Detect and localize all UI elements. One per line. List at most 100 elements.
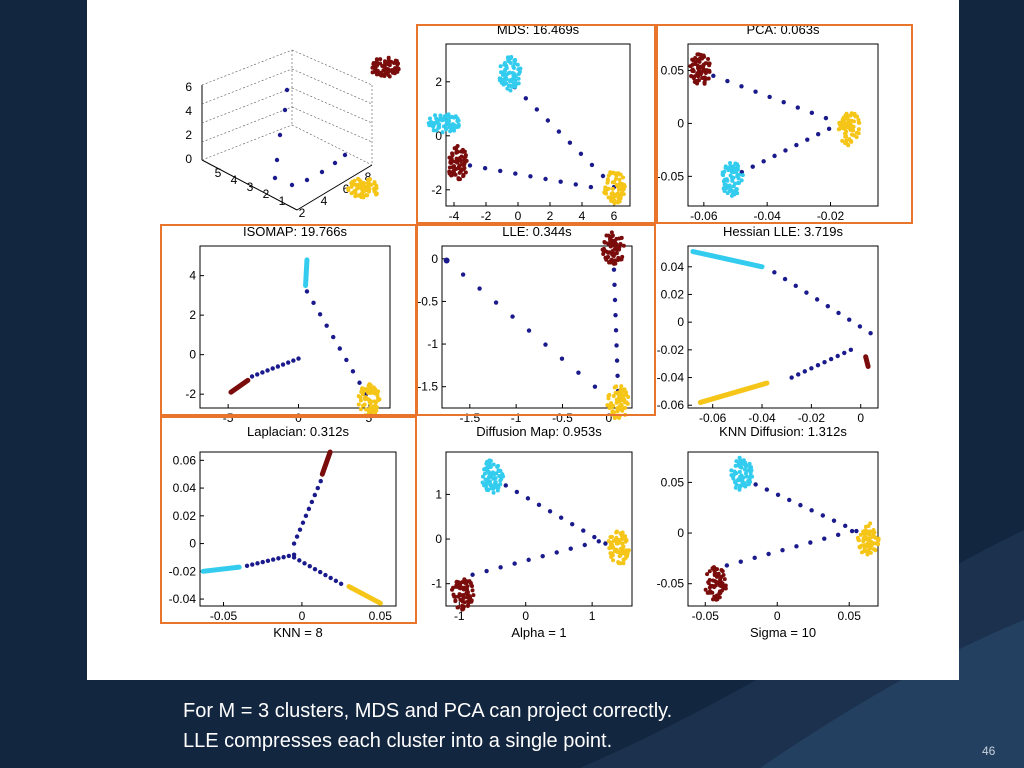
pca-cluster-point xyxy=(856,117,861,122)
lle-path-point xyxy=(615,373,620,378)
original-3d-xtick-label: 6 xyxy=(343,182,350,196)
lle-path-point xyxy=(559,356,565,361)
pca-cluster-point xyxy=(700,76,705,81)
mds-cluster-point xyxy=(455,158,460,163)
mds-cluster-point xyxy=(448,159,453,164)
diffusion-map-ytick-label: 0 xyxy=(435,532,442,546)
mds-cluster-point xyxy=(456,177,461,182)
mds-path-point xyxy=(523,96,529,101)
original-3d-point xyxy=(386,61,391,66)
diffusion-map-cluster-point xyxy=(453,598,458,603)
pca-cluster-point xyxy=(843,116,848,121)
diffusion-map-cluster-point xyxy=(471,593,476,598)
lle-ytick-label: -0.5 xyxy=(417,294,438,308)
knn-diffusion-cluster-point xyxy=(705,572,710,577)
laplacian-path-point xyxy=(338,581,344,587)
isomap-path-point xyxy=(324,323,329,328)
pca-path-point xyxy=(739,84,744,89)
pca-cluster-point xyxy=(704,76,709,81)
mds-path-point xyxy=(558,179,563,184)
lle-xtick-label: 0 xyxy=(605,411,612,425)
mds-cluster-point xyxy=(447,171,452,176)
laplacian-path-point xyxy=(250,562,255,567)
diffusion-map-cluster-point xyxy=(621,557,626,562)
mds-cluster-point xyxy=(616,199,621,204)
lle-title: LLE: 0.344s xyxy=(502,224,572,239)
hessian-lle-ytick-label: 0.04 xyxy=(661,260,685,274)
original-3d-path-point xyxy=(319,169,325,175)
pca-cluster-point xyxy=(727,189,732,194)
knn-diffusion-cluster-point xyxy=(723,586,728,591)
laplacian-xtick-label: 0 xyxy=(299,609,306,623)
mds-cluster-point xyxy=(604,191,609,196)
original-3d-gridline xyxy=(296,164,373,211)
isomap-path-point xyxy=(350,369,356,374)
mds-path-point xyxy=(578,151,584,156)
pca-path-point xyxy=(767,94,772,100)
pca-cluster-point xyxy=(840,138,845,143)
pca-cluster-point xyxy=(698,52,703,57)
mds-cluster-point xyxy=(512,61,517,66)
original-3d-gridline xyxy=(201,87,293,124)
mds-cluster-point xyxy=(461,174,466,179)
knn-diffusion-path-point xyxy=(780,547,785,553)
mds-cluster-point xyxy=(610,186,615,191)
original-3d-point xyxy=(439,117,444,122)
original-3d-point xyxy=(386,55,391,60)
pca-cluster-point xyxy=(696,78,701,83)
mds-cluster-point xyxy=(513,74,518,79)
pca-path-point xyxy=(795,105,800,110)
knn-diffusion-cluster-point xyxy=(722,577,727,582)
pca-cluster-point xyxy=(849,139,854,144)
mds-cluster-point xyxy=(506,57,511,62)
hessian-lle-path-point xyxy=(804,290,809,295)
laplacian-ytick-label: 0.02 xyxy=(173,509,197,523)
pca-cluster-point xyxy=(851,133,856,138)
pca-path-point xyxy=(823,115,829,121)
diffusion-map-cluster-point xyxy=(616,541,621,546)
hessian-lle-path-point xyxy=(836,310,841,316)
original-3d-point xyxy=(387,74,392,79)
diffusion-map-cluster-point xyxy=(495,485,500,490)
laplacian-path-point xyxy=(312,492,318,498)
pca-cluster-point xyxy=(693,55,698,60)
lle-ytick-label: -1 xyxy=(427,337,438,351)
diffusion-map-cluster-point xyxy=(464,591,469,596)
original-3d-point xyxy=(443,114,448,119)
diffusion-map-cluster-point xyxy=(491,483,496,488)
mds-cluster-point xyxy=(500,72,505,77)
isomap-cluster-point xyxy=(369,399,374,404)
mds-path-point xyxy=(513,171,518,176)
mds-cluster-point xyxy=(502,60,507,65)
original-3d-path-point xyxy=(274,157,280,163)
knn-diffusion-cluster-point xyxy=(734,459,739,464)
original-3d-gridline xyxy=(291,49,373,86)
mds-cluster-point xyxy=(603,185,608,190)
knn-diffusion-cluster-point xyxy=(749,465,754,470)
mds-path-point xyxy=(545,118,551,123)
original-3d-point xyxy=(452,123,457,128)
pca-path-point xyxy=(725,78,730,84)
diffusion-map-path-point xyxy=(582,542,587,548)
lle-cluster-point xyxy=(602,240,607,245)
isomap-axes-box xyxy=(199,245,391,409)
mds-cluster-point xyxy=(507,70,512,75)
diffusion-map-path-point xyxy=(554,550,559,555)
diffusion-map-cluster-point xyxy=(622,534,627,539)
figure-area: MDS: 16.469s -4 -2 0 2 4 6 -2 0 2 PCA: 0.063s -0.06… xyxy=(87,0,959,680)
pca-cluster-point xyxy=(706,57,711,62)
lle-cluster-point xyxy=(614,236,619,241)
original-3d-path-point xyxy=(277,132,283,138)
isomap-path-point xyxy=(280,362,286,367)
laplacian-path-point xyxy=(318,478,323,484)
knn-diffusion-path-point xyxy=(787,497,792,503)
knn-diffusion-cluster-point xyxy=(707,569,712,574)
diffusion-map-path-point xyxy=(526,557,531,563)
pca-cluster-point xyxy=(731,184,736,189)
knn-diffusion-ytick-label: 0 xyxy=(677,526,684,540)
caption-line-1: For M = 3 clusters, MDS and PCA can proj… xyxy=(183,700,673,722)
pca-cluster-point xyxy=(852,119,857,124)
knn-diffusion-cluster-point xyxy=(733,463,738,468)
diffusion-map-axes-box xyxy=(445,451,633,607)
original-3d-point xyxy=(351,190,356,195)
